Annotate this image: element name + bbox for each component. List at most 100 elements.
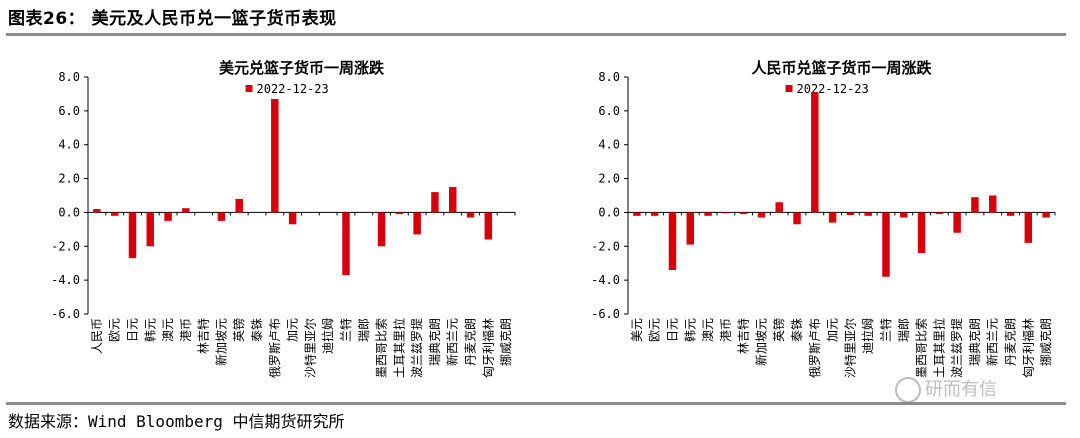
x-category-label: 瑞典克朗 <box>968 318 982 366</box>
bar <box>146 212 155 247</box>
bar <box>128 212 137 259</box>
bar <box>704 212 712 216</box>
legend-swatch <box>785 85 793 92</box>
bar <box>953 212 961 233</box>
x-category-label: 土耳其里拉 <box>931 318 946 378</box>
bar <box>1024 212 1033 243</box>
bar <box>811 92 819 213</box>
x-category-label: 欧元 <box>108 318 122 342</box>
x-category-label: 泰铢 <box>249 318 264 342</box>
y-tick-label: -4.0 <box>51 273 80 287</box>
x-category-label: 俄罗斯卢布 <box>267 318 282 378</box>
bar <box>686 212 695 245</box>
x-category-label: 新西兰元 <box>445 318 460 366</box>
bar <box>864 212 872 216</box>
x-category-label: 瑞典克朗 <box>428 318 442 366</box>
bar <box>448 187 457 213</box>
bar <box>110 212 119 216</box>
x-category-label: 迪拉姆 <box>860 318 875 354</box>
y-tick-label: 2.0 <box>58 172 80 186</box>
bar <box>739 212 748 215</box>
y-tick-label: -2.0 <box>591 239 620 253</box>
bar <box>217 212 226 221</box>
usd-basket-chart: 美元兑篮子货币一周涨跌 2022-12-23 8.0 6.0 4.0 2.0 0.0 -2.0… <box>0 40 535 400</box>
bar <box>484 212 493 240</box>
bar <box>466 212 475 218</box>
bar <box>650 212 659 216</box>
x-category-label: 加元 <box>286 318 300 342</box>
bar <box>900 212 908 218</box>
x-category-label: 美元 <box>630 318 644 342</box>
wechat-logo-icon <box>895 377 921 403</box>
bar <box>1042 212 1050 218</box>
x-category-label: 波兰兹罗提 <box>409 318 424 378</box>
x-category-label: 日元 <box>125 318 139 342</box>
figure-title: 图表26： 美元及人民币兑一篮子货币表现 <box>8 9 337 29</box>
bar <box>882 212 890 277</box>
x-category-label: 英镑 <box>231 318 246 342</box>
x-category-label: 日元 <box>665 318 679 342</box>
x-category-label: 林吉特 <box>196 318 211 354</box>
x-category-label: 挪威克朗 <box>1039 318 1053 366</box>
x-category-label: 加元 <box>826 318 840 342</box>
chart-title: 人民币兑篮子货币一周涨跌 <box>751 59 932 77</box>
cny-basket-chart: 人民币兑篮子货币一周涨跌 2022-12-23 8.0 6.0 4.0 2.0 0.0 -2.… <box>540 40 1075 400</box>
bar <box>775 202 783 213</box>
x-category-label: 港币 <box>719 318 733 342</box>
bar <box>668 212 677 270</box>
x-category-label: 瑞郎 <box>357 318 371 342</box>
x-category-label: 新西兰元 <box>985 318 1000 366</box>
x-category-label: 俄罗斯卢布 <box>807 318 822 378</box>
x-category-label: 港币 <box>179 318 193 342</box>
bar <box>988 195 997 213</box>
legend: 2022-12-23 <box>245 82 329 96</box>
cny-basket-chart-svg: 人民币兑篮子货币一周涨跌 2022-12-23 8.0 6.0 4.0 2.0 0.0 -2.… <box>591 59 1056 378</box>
legend-label: 2022-12-23 <box>257 82 329 96</box>
y-tick-label: -6.0 <box>591 307 620 321</box>
bar <box>413 212 421 235</box>
x-category-label: 新加坡元 <box>213 318 228 366</box>
x-category-label: 迪拉姆 <box>320 318 335 354</box>
bar <box>793 212 801 225</box>
x-category-label: 澳元 <box>701 318 715 342</box>
bar <box>182 208 190 213</box>
y-tick-label: 6.0 <box>58 104 80 118</box>
bar <box>271 99 279 213</box>
bottom-rule <box>6 402 1066 405</box>
y-tick-label: 4.0 <box>598 138 620 152</box>
x-category-label: 欧元 <box>648 318 662 342</box>
bar <box>633 212 641 216</box>
y-tick-label: 8.0 <box>58 70 80 84</box>
x-category-label: 墨西哥比索 <box>915 318 929 378</box>
y-tick-label: 8.0 <box>598 70 620 84</box>
source-note: 数据来源：Wind Bloomberg 中信期货研究所 <box>8 412 345 431</box>
y-tick-label: -6.0 <box>51 307 80 321</box>
x-category-label: 林吉特 <box>736 318 751 354</box>
legend-swatch <box>245 85 253 92</box>
bar <box>971 197 979 213</box>
x-category-label: 土耳其里拉 <box>391 318 406 378</box>
bar <box>1006 212 1015 216</box>
x-category-label: 匈牙利福林 <box>1020 318 1035 378</box>
watermark-text: 研而有信 <box>925 379 997 400</box>
bar <box>93 209 101 213</box>
bar <box>288 212 297 225</box>
y-tick-label: 0.0 <box>58 205 80 219</box>
bar <box>342 212 350 276</box>
bar <box>235 198 243 213</box>
y-tick-label: 2.0 <box>598 172 620 186</box>
watermark: 研而有信 <box>895 375 1055 405</box>
bar <box>828 212 837 223</box>
y-tick-label: 6.0 <box>598 104 620 118</box>
x-category-label: 韩元 <box>142 318 157 342</box>
bar <box>846 212 855 215</box>
y-tick-label: 0.0 <box>598 205 620 219</box>
x-category-label: 韩元 <box>682 318 697 342</box>
legend: 2022-12-23 <box>785 82 869 96</box>
x-category-label: 丹麦克朗 <box>1004 318 1018 366</box>
top-rule <box>6 33 1066 36</box>
x-category-label: 墨西哥比索 <box>375 318 389 378</box>
y-tick-label: 4.0 <box>58 138 80 152</box>
y-tick-label: -2.0 <box>51 239 80 253</box>
x-category-label: 丹麦克朗 <box>464 318 478 366</box>
